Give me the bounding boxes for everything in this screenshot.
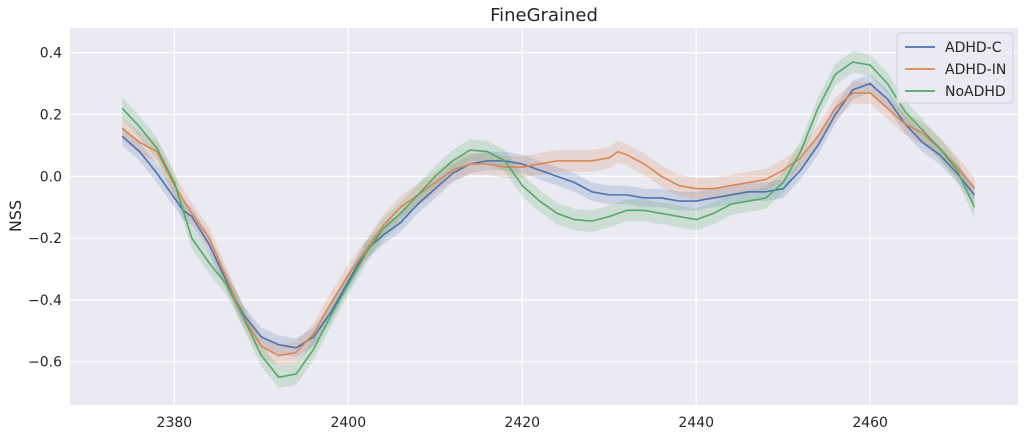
- x-tick-label: 2440: [678, 415, 714, 431]
- legend-label-adhd-c: ADHD-C: [945, 40, 1002, 56]
- grid-lines: [70, 28, 1018, 405]
- y-axis-label: NSS: [6, 200, 25, 232]
- series-line-adhd-c: [121, 82, 976, 349]
- series-lines: [121, 61, 976, 378]
- y-tick-label: −0.2: [28, 231, 62, 247]
- legend: ADHD-C ADHD-IN NoADHD: [896, 32, 1014, 104]
- y-tick-label: −0.4: [28, 293, 62, 309]
- y-tick-label: 0.4: [40, 46, 62, 62]
- plot-background: [70, 28, 1018, 405]
- x-tick-label: 2400: [330, 415, 366, 431]
- y-tick-label: −0.6: [28, 355, 62, 371]
- chart-title: FineGrained: [490, 5, 598, 26]
- x-tick-label: 2460: [852, 415, 888, 431]
- x-tick-labels: 2380 2400 2420 2440 2460: [157, 415, 888, 431]
- series-line-adhd-in: [121, 92, 976, 357]
- y-tick-labels: −0.6 −0.4 −0.2 0.0 0.2 0.4: [28, 46, 62, 371]
- legend-label-noadhd: NoADHD: [945, 84, 1006, 100]
- x-tick-label: 2420: [504, 415, 540, 431]
- y-tick-label: 0.0: [40, 169, 62, 185]
- y-tick-label: 0.2: [40, 108, 62, 124]
- x-tick-label: 2380: [157, 415, 193, 431]
- legend-label-adhd-in: ADHD-IN: [945, 62, 1006, 78]
- legend-box: [896, 32, 1014, 104]
- series-line-noadhd: [121, 61, 976, 378]
